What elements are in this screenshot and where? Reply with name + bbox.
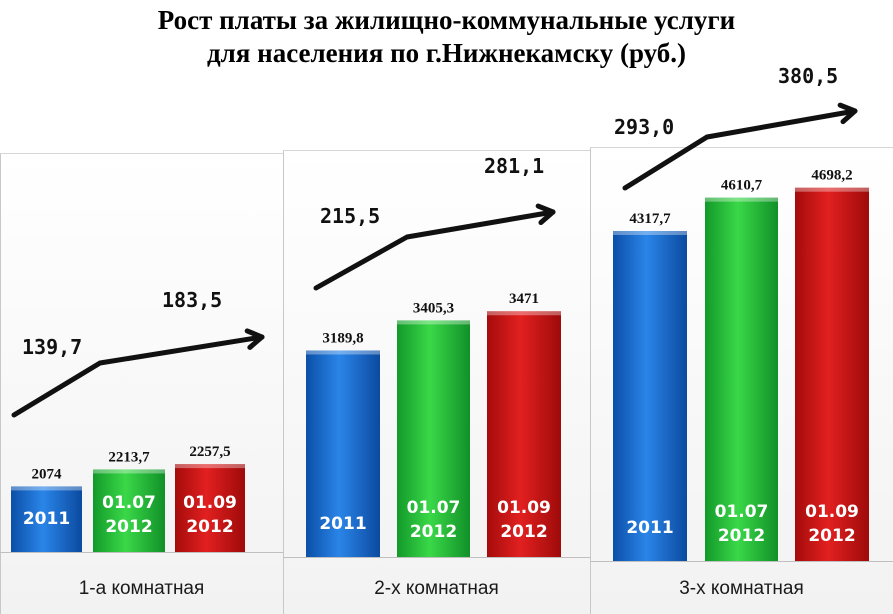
bar-green xyxy=(397,320,470,557)
group-label: 3-х комнатная xyxy=(679,578,804,599)
bar-green xyxy=(93,469,165,552)
bar-value-label: 3189,8 xyxy=(322,330,363,346)
bar-value-label: 3471 xyxy=(509,291,539,307)
bar-category-label: 01.09 xyxy=(805,502,859,522)
bar-value-label: 4698,2 xyxy=(811,168,852,184)
bar-category-label: 01.09 xyxy=(183,493,237,513)
arrow-head xyxy=(535,203,556,226)
bar-category-label: 2012 xyxy=(718,526,765,546)
group-label: 2-х комнатная xyxy=(374,578,499,599)
bar-category-label: 01.09 xyxy=(497,498,551,518)
bar-top-highlight xyxy=(175,464,245,469)
bar-value-label: 2213,7 xyxy=(108,449,150,465)
bar-red xyxy=(795,187,869,561)
bar-red xyxy=(175,464,245,552)
increment-label: 183,5 xyxy=(162,288,222,312)
bar-top-highlight xyxy=(613,230,687,235)
bar-category-label: 01.07 xyxy=(407,498,461,518)
chart-title-line-2: для населения по г.Нижнекамску (руб.) xyxy=(206,38,687,68)
growth-arrow xyxy=(313,209,556,291)
bar-top-highlight xyxy=(93,469,165,474)
bar-value-label: 3405,3 xyxy=(413,300,454,316)
growth-arrow xyxy=(11,334,265,418)
bar-top-highlight xyxy=(397,320,470,325)
increment-label: 380,5 xyxy=(778,64,838,88)
increment-label: 215,5 xyxy=(320,204,380,228)
bar-category-label: 01.07 xyxy=(102,493,156,513)
increment-label: 281,1 xyxy=(484,154,544,178)
bar-blue xyxy=(613,230,687,562)
bar-top-highlight xyxy=(795,187,869,192)
bar-red xyxy=(487,311,561,557)
bar-category-label: 2011 xyxy=(319,514,366,534)
bar-green xyxy=(705,197,778,561)
arrow-head xyxy=(244,328,265,350)
bar-value-label: 2074 xyxy=(32,466,63,482)
bar-category-label: 2012 xyxy=(808,526,855,546)
bar-category-label: 2012 xyxy=(410,522,457,542)
bar-category-label: 01.07 xyxy=(715,502,769,522)
bar-category-label: 2012 xyxy=(500,522,547,542)
bar-top-highlight xyxy=(487,311,561,316)
bar-value-label: 2257,5 xyxy=(189,444,230,460)
bar-blue xyxy=(306,350,380,557)
bar-category-label: 2011 xyxy=(23,509,70,529)
bar-value-label: 4610,7 xyxy=(721,178,763,194)
bar-value-label: 4317,7 xyxy=(629,211,671,227)
group-label: 1-а комнатная xyxy=(79,578,205,599)
bar-top-highlight xyxy=(11,486,82,491)
arrow-head xyxy=(837,102,858,125)
chart-title-line-1: Рост платы за жилищно-коммунальные услуг… xyxy=(157,5,736,35)
increment-label: 139,7 xyxy=(22,335,82,359)
bar-blue xyxy=(11,486,82,552)
increment-label: 293,0 xyxy=(614,115,674,139)
bar-category-label: 2012 xyxy=(105,517,152,537)
bar-top-highlight xyxy=(705,197,778,202)
bar-category-label: 2012 xyxy=(186,517,233,537)
bar-category-label: 2011 xyxy=(626,518,673,538)
growth-arrow xyxy=(622,108,858,191)
bar-top-highlight xyxy=(306,350,380,355)
